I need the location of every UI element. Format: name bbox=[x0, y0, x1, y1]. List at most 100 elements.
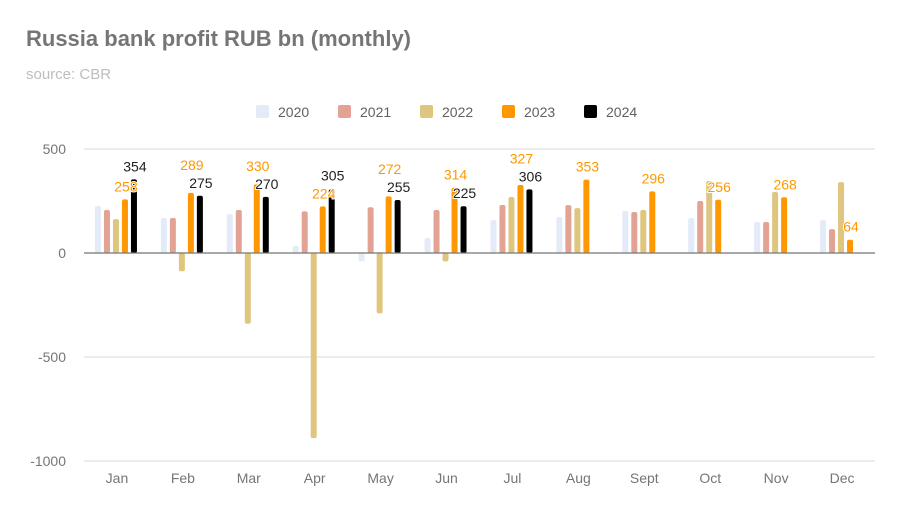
bar-2023-Jan bbox=[121, 199, 128, 253]
x-tick-label: Apr bbox=[304, 470, 326, 486]
bar-2023-Jun bbox=[451, 187, 458, 253]
bar-2022-Oct bbox=[706, 181, 713, 253]
legend-swatch bbox=[338, 105, 351, 118]
x-tick-label: Jan bbox=[106, 470, 129, 486]
legend-label: 2024 bbox=[606, 104, 637, 120]
x-tick-label: Jun bbox=[435, 470, 458, 486]
bar-2022-Feb bbox=[178, 253, 185, 272]
bar-2024-Jun bbox=[460, 206, 467, 253]
bar-2024-Mar bbox=[262, 196, 269, 253]
bar-2022-Nov bbox=[772, 192, 779, 253]
y-tick-label: -1000 bbox=[30, 453, 66, 469]
bar-2020-Aug bbox=[556, 217, 563, 253]
bar-2023-Jul bbox=[517, 184, 524, 253]
bar-2020-Jan bbox=[94, 205, 101, 253]
bar-2022-May bbox=[376, 253, 383, 314]
bar-2021-Mar bbox=[235, 209, 242, 253]
y-tick-label: -500 bbox=[38, 349, 66, 365]
chart-title: Russia bank profit RUB bn (monthly) bbox=[26, 26, 411, 51]
bar-2023-Sept bbox=[649, 191, 656, 253]
bar-2020-Jun bbox=[424, 238, 431, 253]
bar-2021-Nov bbox=[763, 222, 770, 253]
data-label-2023-Feb: 289 bbox=[180, 157, 204, 173]
bar-2020-Mar bbox=[226, 214, 233, 253]
bar-2020-Feb bbox=[160, 218, 167, 253]
bar-2020-Dec bbox=[820, 220, 827, 253]
data-label-2024-Apr: 305 bbox=[321, 167, 345, 183]
data-label-2024-May: 255 bbox=[387, 179, 411, 195]
chart-subtitle: source: CBR bbox=[26, 66, 112, 83]
bar-2021-Dec bbox=[829, 229, 836, 253]
data-label-2023-Apr: 224 bbox=[312, 185, 336, 201]
data-label-2023-Sept: 296 bbox=[642, 170, 666, 186]
bar-2021-Aug bbox=[565, 205, 572, 253]
x-tick-label: Mar bbox=[237, 470, 261, 486]
legend-swatch bbox=[502, 105, 515, 118]
data-label-2023-Jul: 327 bbox=[510, 150, 534, 166]
legend-label: 2023 bbox=[524, 104, 555, 120]
bar-2021-Apr bbox=[301, 211, 308, 253]
bar-2022-Jul bbox=[508, 197, 515, 253]
legend-swatch bbox=[420, 105, 433, 118]
bar-2022-Sept bbox=[640, 209, 647, 253]
bar-2021-Jul bbox=[499, 204, 506, 253]
x-tick-label: Nov bbox=[764, 470, 789, 486]
data-label-2024-Jun: 225 bbox=[453, 185, 477, 201]
data-label-2023-Nov: 268 bbox=[773, 176, 797, 192]
bar-2023-Feb bbox=[187, 192, 194, 253]
bar-2023-May bbox=[385, 196, 392, 253]
bar-2022-Mar bbox=[244, 253, 251, 324]
data-label-2023-Jan: 258 bbox=[114, 178, 138, 194]
bar-2021-Jun bbox=[433, 209, 440, 253]
bar-2020-Apr bbox=[292, 245, 299, 253]
bar-2021-Feb bbox=[169, 218, 176, 253]
data-label-2024-Jan: 354 bbox=[123, 158, 147, 174]
legend-label: 2020 bbox=[278, 104, 309, 120]
x-tick-label: May bbox=[367, 470, 393, 486]
data-label-2023-Jun: 314 bbox=[444, 167, 468, 183]
x-tick-label: Oct bbox=[699, 470, 721, 486]
data-label-2024-Jul: 306 bbox=[519, 168, 543, 184]
legend-swatch bbox=[584, 105, 597, 118]
bar-2023-Dec bbox=[847, 239, 854, 253]
bar-2022-Dec bbox=[838, 182, 845, 253]
bar-2020-Jul bbox=[490, 220, 497, 253]
data-label-2023-May: 272 bbox=[378, 161, 402, 177]
bar-2020-Oct bbox=[688, 218, 695, 253]
bar-2021-Sept bbox=[631, 212, 638, 253]
x-tick-label: Feb bbox=[171, 470, 195, 486]
data-label-2024-Feb: 275 bbox=[189, 175, 213, 191]
bar-2021-Jan bbox=[103, 209, 110, 253]
y-tick-label: 500 bbox=[43, 141, 67, 157]
data-label-2023-Mar: 330 bbox=[246, 158, 270, 174]
data-label-2024-Mar: 270 bbox=[255, 176, 279, 192]
bar-2020-May bbox=[358, 253, 365, 262]
legend-label: 2022 bbox=[442, 104, 473, 120]
x-tick-label: Sept bbox=[630, 470, 659, 486]
bar-2024-Feb bbox=[196, 195, 203, 253]
bar-2021-Oct bbox=[697, 201, 704, 253]
y-tick-label: 0 bbox=[58, 245, 66, 261]
bar-2023-Nov bbox=[781, 197, 788, 253]
x-tick-label: Jul bbox=[504, 470, 522, 486]
legend-label: 2021 bbox=[360, 104, 391, 120]
x-tick-label: Dec bbox=[830, 470, 855, 486]
bar-2023-Mar bbox=[253, 184, 260, 253]
bar-2024-Apr bbox=[328, 189, 335, 253]
bar-2022-Aug bbox=[574, 208, 581, 253]
bar-2023-Oct bbox=[715, 199, 722, 253]
data-label-2023-Dec: 64 bbox=[843, 219, 859, 235]
bar-2021-May bbox=[367, 207, 374, 253]
bar-2020-Sept bbox=[622, 210, 629, 253]
bar-2022-Jan bbox=[112, 219, 119, 253]
bar-2023-Apr bbox=[319, 206, 326, 253]
bar-2024-May bbox=[394, 199, 401, 253]
data-label-2023-Oct: 256 bbox=[708, 179, 732, 195]
legend-swatch bbox=[256, 105, 269, 118]
data-label-2023-Aug: 353 bbox=[576, 159, 600, 175]
bar-2022-Jun bbox=[442, 253, 449, 262]
bar-2022-Apr bbox=[310, 253, 317, 439]
bar-2020-Nov bbox=[754, 222, 761, 253]
bar-2024-Jul bbox=[526, 189, 533, 253]
